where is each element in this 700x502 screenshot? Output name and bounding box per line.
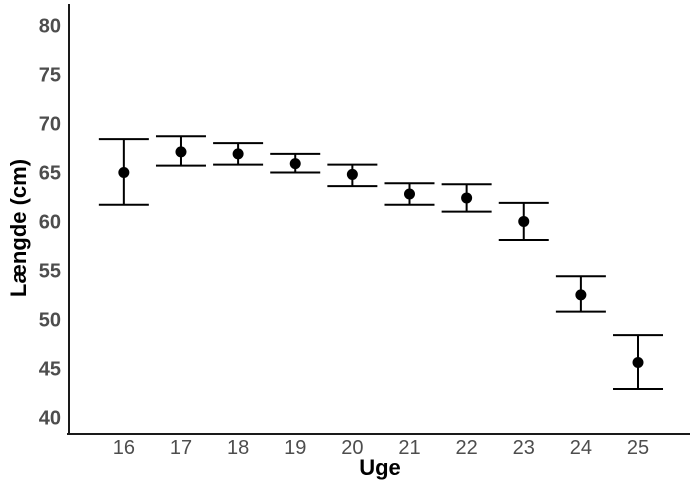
data-point	[575, 289, 587, 301]
y-tick-label: 75	[39, 65, 61, 87]
y-tick-label: 80	[39, 16, 61, 38]
x-tick-label: 22	[455, 437, 477, 459]
y-tick-label: 65	[39, 162, 61, 184]
data-point	[118, 166, 130, 178]
y-axis-title: Længde (cm)	[6, 158, 31, 298]
y-tick-label: 50	[39, 309, 61, 331]
data-point	[289, 158, 301, 170]
x-tick-label: 21	[398, 437, 420, 459]
x-tick-label: 20	[341, 437, 363, 459]
y-tick-label: 55	[39, 260, 61, 282]
y-tick-label: 70	[39, 113, 61, 135]
y-tick-label: 40	[39, 407, 61, 429]
data-point	[232, 148, 244, 160]
x-tick-label: 16	[113, 437, 135, 459]
x-tick-label: 17	[170, 437, 192, 459]
x-tick-label: 19	[284, 437, 306, 459]
data-point	[632, 356, 644, 368]
data-point	[518, 215, 530, 227]
data-point	[346, 168, 358, 180]
data-point	[403, 188, 415, 200]
y-tick-label: 45	[39, 358, 61, 380]
data-point	[461, 192, 473, 204]
x-tick-label: 24	[570, 437, 592, 459]
data-point	[175, 146, 187, 158]
x-axis-title: Uge	[359, 455, 401, 480]
x-tick-label: 25	[627, 437, 649, 459]
x-tick-label: 23	[513, 437, 535, 459]
y-tick-label: 60	[39, 211, 61, 233]
x-tick-label: 18	[227, 437, 249, 459]
